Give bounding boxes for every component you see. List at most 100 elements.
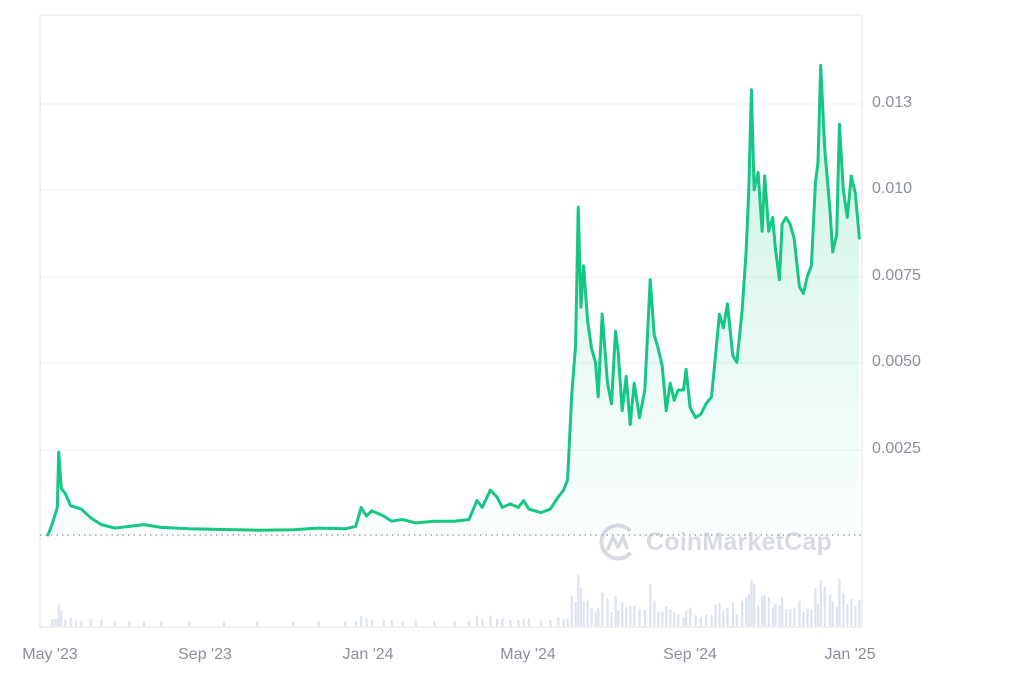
volume-bar xyxy=(806,608,809,626)
volume-bar xyxy=(741,600,744,626)
volume-bar xyxy=(557,617,560,626)
volume-bar xyxy=(344,621,347,626)
volume-bar xyxy=(625,607,628,626)
volume-bar xyxy=(835,607,838,626)
volume-bar xyxy=(590,608,593,626)
volume-bar xyxy=(757,604,760,626)
x-tick-label: Sep '24 xyxy=(663,646,717,663)
volume-bar xyxy=(256,621,259,626)
volume-bar xyxy=(100,619,103,626)
volume-bar xyxy=(638,608,641,626)
volume-bar xyxy=(617,610,620,626)
volume-bar xyxy=(621,602,624,626)
volume-bar xyxy=(745,596,748,626)
volume-bar xyxy=(414,620,417,626)
volume-bar xyxy=(761,596,764,626)
x-tick-label: Jan '24 xyxy=(342,646,394,663)
volume-bar xyxy=(539,620,543,626)
volume-bar xyxy=(682,617,685,626)
x-tick-label: Sep '23 xyxy=(178,646,232,663)
volume-bar xyxy=(793,608,796,626)
volume-bars xyxy=(51,574,861,627)
volume-bar xyxy=(292,621,295,626)
volume-bar xyxy=(489,615,492,626)
volume-bar xyxy=(354,621,357,626)
volume-bar xyxy=(643,609,646,626)
volume-bar xyxy=(53,619,56,626)
volume-bar xyxy=(699,616,702,626)
y-tick-label: 0.0075 xyxy=(872,267,921,284)
volume-bar xyxy=(89,619,92,626)
volume-bar xyxy=(522,619,525,626)
volume-bar xyxy=(858,600,861,626)
price-line xyxy=(46,64,861,537)
watermark: CoinMarketCap xyxy=(598,522,832,562)
volume-bar xyxy=(481,619,484,626)
volume-bar xyxy=(549,620,552,626)
y-tick-label: 0.013 xyxy=(872,94,913,111)
volume-bar xyxy=(401,621,404,626)
volume-bar xyxy=(771,607,774,626)
volume-bar xyxy=(705,614,708,626)
volume-bar xyxy=(317,621,320,626)
volume-bar xyxy=(789,609,792,626)
volume-bar xyxy=(579,588,583,626)
volume-bar xyxy=(390,620,393,626)
volume-bar xyxy=(781,596,784,626)
x-tick-label: May '23 xyxy=(22,646,78,663)
volume-bar xyxy=(501,618,504,626)
volume-bar xyxy=(831,601,834,626)
volume-bar xyxy=(476,615,479,626)
volume-bar xyxy=(726,607,729,626)
volume-bar xyxy=(453,621,456,626)
y-tick-label: 0.0025 xyxy=(872,440,921,457)
volume-bar xyxy=(433,621,436,626)
volume-bar xyxy=(810,609,813,626)
volume-bar xyxy=(677,614,680,626)
volume-bar xyxy=(468,621,471,626)
volume-bar xyxy=(614,596,617,626)
y-tick-label: 0.0050 xyxy=(872,353,921,370)
volume-bar xyxy=(188,621,191,626)
volume-bar xyxy=(527,618,531,627)
volume-bar xyxy=(128,621,131,627)
volume-bar xyxy=(606,598,609,626)
volume-bar xyxy=(597,608,600,626)
volume-bar xyxy=(57,604,60,626)
volume-bar xyxy=(838,578,841,626)
volume-bar xyxy=(629,605,632,626)
volume-bar xyxy=(160,621,163,626)
volume-bar xyxy=(689,607,692,626)
volume-bar xyxy=(850,598,853,626)
volume-bar xyxy=(142,621,146,626)
volume-bar xyxy=(222,621,226,626)
volume-bar xyxy=(854,605,857,626)
x-tick-label: May '24 xyxy=(500,646,556,663)
y-tick-label: 0.010 xyxy=(872,180,913,197)
volume-bar xyxy=(649,584,652,626)
volume-bar xyxy=(517,620,520,626)
volume-bar xyxy=(753,583,756,626)
volume-bar xyxy=(685,610,688,626)
volume-bar xyxy=(814,588,817,626)
volume-bar xyxy=(51,618,54,626)
volume-bar xyxy=(653,600,656,626)
volume-bar xyxy=(64,619,67,626)
volume-bar xyxy=(774,603,777,626)
volume-bar xyxy=(382,620,385,626)
volume-bar xyxy=(747,593,750,626)
volume-bar xyxy=(665,606,668,626)
x-tick-label: Jan '25 xyxy=(824,646,876,663)
volume-bar xyxy=(657,611,660,626)
volume-bar xyxy=(562,618,565,626)
volume-bar xyxy=(817,603,820,626)
volume-bar xyxy=(566,617,569,626)
volume-bar xyxy=(661,611,664,626)
volume-bar xyxy=(633,605,636,626)
volume-bar xyxy=(113,620,116,626)
price-area-fill xyxy=(48,65,860,535)
volume-bar xyxy=(669,609,672,626)
volume-bar xyxy=(802,611,805,626)
volume-bar xyxy=(763,595,766,626)
volume-bar xyxy=(60,610,63,626)
